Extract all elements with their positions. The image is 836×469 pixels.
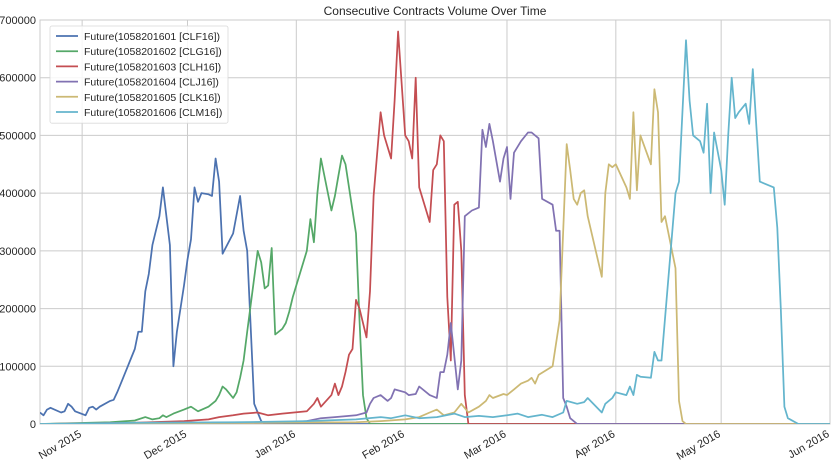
grid-lines [39, 19, 831, 425]
y-tick-label: 500000 [0, 130, 36, 142]
series-line-6 [40, 39, 830, 424]
series-line-3 [40, 30, 830, 424]
series-layer [40, 30, 830, 424]
legend-label-5: Future(1058201605 [CLK16]) [84, 92, 221, 104]
series-line-5 [40, 88, 830, 424]
y-tick-label: 100000 [0, 361, 36, 373]
series-line-1 [40, 157, 830, 424]
legend-box [49, 25, 229, 124]
legend-label-2: Future(1058201602 [CLG16]) [84, 46, 222, 58]
y-tick-label: 300000 [0, 246, 36, 258]
legend-label-3: Future(1058201603 [CLH16]) [84, 61, 221, 73]
chart-title: Consecutive Contracts Volume Over Time [324, 4, 547, 18]
y-tick-label: 700000 [0, 15, 36, 27]
legend-label-4: Future(1058201604 [CLJ16]) [84, 77, 219, 89]
legend: Future(1058201601 [CLF16]) Future(1058201… [49, 25, 229, 124]
y-tick-label: 200000 [0, 304, 36, 316]
legend-label-1: Future(1058201601 [CLF16]) [84, 31, 220, 43]
y-axis: 0 100000 200000 300000 400000 500000 600000 700… [0, 15, 36, 431]
series-line-2 [40, 154, 830, 424]
y-tick-label: 600000 [0, 73, 36, 85]
y-tick-label: 0 [30, 419, 36, 431]
series-line-4 [40, 123, 830, 424]
y-tick-label: 400000 [0, 188, 36, 200]
legend-label-6: Future(1058201606 [CLM16]) [84, 107, 222, 119]
